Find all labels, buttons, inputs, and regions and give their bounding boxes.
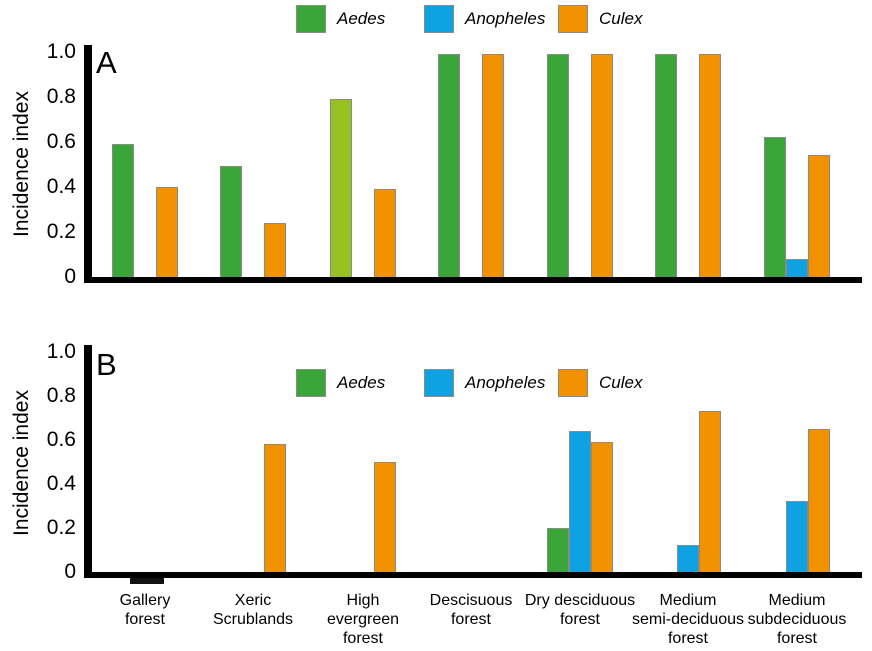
y-tick-label: 0.2 xyxy=(46,220,76,243)
legend-swatch-aedes xyxy=(296,5,326,33)
y-axis-label-panel-b: Incidence index xyxy=(10,390,33,536)
y-tick-label: 0.2 xyxy=(46,516,76,539)
legend-swatch-aedes xyxy=(296,369,326,397)
bar-anopheles-medium-semi-deciduous-forest xyxy=(677,545,699,574)
legend-swatch-anopheles xyxy=(424,5,454,33)
bar-culex-xeric-scrublands xyxy=(264,444,286,574)
y-tick-label: 0.8 xyxy=(46,85,76,108)
bar-culex-high-evergreen-forest xyxy=(374,462,396,574)
legend-swatch-culex xyxy=(558,369,588,397)
legend-item-anopheles: Anopheles xyxy=(424,4,545,34)
legend-item-aedes: Aedes xyxy=(296,368,385,398)
legend-swatch-culex xyxy=(558,5,588,33)
legend-item-culex: Culex xyxy=(558,368,642,398)
legend-item-aedes: Aedes xyxy=(296,4,385,34)
bar-aedes-high-evergreen-forest xyxy=(330,99,352,279)
x-category-label-medium-semi-deciduous-forest: Medium semi-deciduous forest xyxy=(631,592,745,647)
y-tick-label: 0 xyxy=(64,265,76,288)
panel-letter-b: B xyxy=(96,347,117,382)
bar-culex-descisuous-forest xyxy=(482,54,504,279)
panel-letter-a: A xyxy=(96,45,117,80)
y-axis-line xyxy=(84,345,92,578)
bar-anopheles-medium-subdeciduous-forest xyxy=(786,259,808,279)
bar-culex-medium-semi-deciduous-forest xyxy=(699,54,721,279)
legend-item-anopheles: Anopheles xyxy=(424,368,545,398)
y-tick-label: 0.4 xyxy=(46,472,76,495)
x-category-label-gallery-forest: Gallery forest xyxy=(119,592,171,628)
x-category-label-medium-subdeciduous-forest: Medium subdeciduous forest xyxy=(747,592,847,647)
x-category-label-xeric-scrublands: Xeric Scrublands xyxy=(212,592,294,628)
y-axis-line xyxy=(84,45,92,283)
bar-aedes-descisuous-forest xyxy=(438,54,460,279)
y-axis-label-panel-a: Incidence index xyxy=(10,91,33,237)
x-axis-line xyxy=(84,277,862,283)
legend-label-anopheles: Anopheles xyxy=(465,373,546,392)
bar-aedes-xeric-scrublands xyxy=(220,166,242,279)
bar-anopheles-medium-subdeciduous-forest xyxy=(786,501,808,574)
legend-label-aedes: Aedes xyxy=(337,373,386,392)
y-tick-label: 0.6 xyxy=(46,428,76,451)
bar-aedes-medium-subdeciduous-forest xyxy=(764,137,786,279)
y-tick-label: 0.4 xyxy=(46,175,76,198)
legend-item-culex: Culex xyxy=(558,4,642,34)
x-category-label-high-evergreen-forest: High evergreen forest xyxy=(326,592,400,647)
bar-culex-medium-semi-deciduous-forest xyxy=(699,411,721,574)
y-tick-label: 0.8 xyxy=(46,384,76,407)
legend-swatch-anopheles xyxy=(424,369,454,397)
bar-culex-dry-desciduous-forest xyxy=(591,54,613,279)
bar-culex-dry-desciduous-forest xyxy=(591,442,613,574)
bar-aedes-dry-desciduous-forest xyxy=(547,528,569,574)
bar-aedes-medium-semi-deciduous-forest xyxy=(655,54,677,279)
y-tick-label: 0.6 xyxy=(46,130,76,153)
bar-culex-medium-subdeciduous-forest xyxy=(808,155,830,279)
legend-label-culex: Culex xyxy=(599,9,643,28)
legend-label-culex: Culex xyxy=(599,373,643,392)
y-tick-label: 1.0 xyxy=(46,340,76,363)
x-category-label-descisuous-forest: Descisuous forest xyxy=(429,592,513,628)
legend-label-anopheles: Anopheles xyxy=(465,9,546,28)
bar-culex-xeric-scrublands xyxy=(264,223,286,279)
x-category-label-dry-desciduous-forest: Dry desciduous forest xyxy=(524,592,636,628)
bar-culex-high-evergreen-forest xyxy=(374,189,396,279)
x-axis-line xyxy=(84,572,862,578)
y-tick-label: 1.0 xyxy=(46,40,76,63)
y-tick-label: 0 xyxy=(64,560,76,583)
bar-anopheles-dry-desciduous-forest xyxy=(569,431,591,574)
bar-culex-medium-subdeciduous-forest xyxy=(808,429,830,574)
bar-aedes-gallery-forest xyxy=(130,576,164,584)
legend-label-aedes: Aedes xyxy=(337,9,386,28)
bar-culex-gallery-forest xyxy=(156,187,178,279)
bar-aedes-dry-desciduous-forest xyxy=(547,54,569,279)
bar-aedes-gallery-forest xyxy=(112,144,134,279)
